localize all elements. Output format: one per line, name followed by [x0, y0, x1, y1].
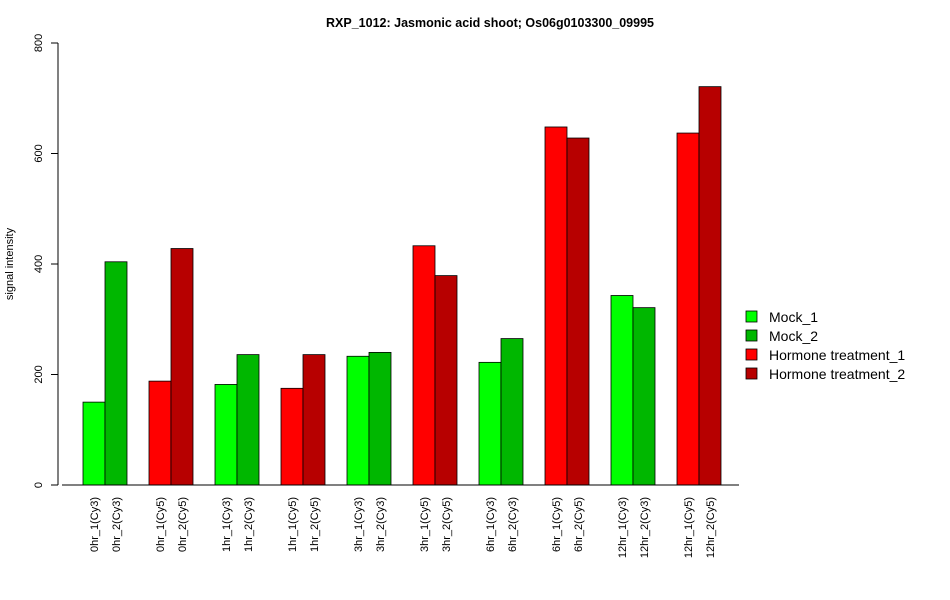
x-tick-label: 3hr_2(Cy3) [375, 497, 387, 552]
bar [676, 132, 700, 486]
x-tick-label: 6hr_1(Cy5) [551, 497, 563, 552]
legend-swatch [745, 348, 758, 361]
x-tick-label: 6hr_1(Cy3) [485, 497, 497, 552]
x-tick-label: 6hr_2(Cy5) [573, 497, 585, 552]
bar [632, 307, 656, 486]
y-axis-label: signal intensity [4, 227, 16, 300]
chart-title: RXP_1012: Jasmonic acid shoot; Os06g0103… [326, 16, 654, 30]
x-tick-label: 12hr_2(Cy3) [639, 497, 651, 558]
legend-swatch [745, 367, 758, 380]
bar [280, 387, 304, 486]
bar [368, 351, 392, 486]
y-tick-label: 400 [33, 255, 45, 273]
bar [214, 384, 238, 486]
bar [104, 261, 128, 486]
x-tick-label: 1hr_1(Cy3) [221, 497, 233, 552]
y-tick-label: 0 [33, 482, 45, 488]
bar [544, 126, 568, 486]
legend: Mock_1 Mock_2 Hormone treatment_1 Hormone t… [745, 309, 905, 382]
bar [170, 248, 194, 486]
x-tick-label: 1hr_1(Cy5) [287, 497, 299, 552]
bar [434, 275, 458, 486]
x-tick-label: 0hr_2(Cy5) [177, 497, 189, 552]
x-tick-label: 0hr_1(Cy3) [89, 497, 101, 552]
legend-entry: Mock_1 [769, 309, 818, 325]
bar [478, 361, 502, 486]
x-tick-label: 3hr_2(Cy5) [441, 497, 453, 552]
bar [412, 245, 436, 486]
bar [148, 380, 172, 486]
x-tick-label: 12hr_1(Cy3) [617, 497, 629, 558]
legend-entry: Hormone treatment_2 [769, 366, 905, 382]
bar [82, 401, 106, 486]
x-axis-labels: 0hr_1(Cy3) 0hr_2(Cy3) 0hr_1(Cy5) 0hr_2(Cy5)… [89, 497, 717, 558]
bar [302, 354, 326, 486]
x-tick-label: 12hr_2(Cy5) [705, 497, 717, 558]
y-tick-label: 600 [33, 144, 45, 162]
bar [610, 295, 634, 486]
x-tick-label: 3hr_1(Cy5) [419, 497, 431, 552]
bar [698, 86, 722, 486]
y-tick-label: 800 [33, 34, 45, 52]
legend-swatch [745, 329, 758, 342]
bars-group [82, 86, 722, 486]
legend-entry: Hormone treatment_1 [769, 347, 905, 363]
x-tick-label: 6hr_2(Cy3) [507, 497, 519, 552]
legend-swatch [745, 310, 758, 323]
bar [500, 338, 524, 486]
legend-entry: Mock_2 [769, 328, 818, 344]
x-tick-label: 1hr_2(Cy3) [243, 497, 255, 552]
x-tick-label: 1hr_2(Cy5) [309, 497, 321, 552]
y-tick-label: 200 [33, 365, 45, 383]
x-tick-label: 0hr_2(Cy3) [111, 497, 123, 552]
y-axis: 0 200 400 600 800 [33, 34, 59, 488]
x-tick-label: 0hr_1(Cy5) [155, 497, 167, 552]
x-tick-label: 3hr_1(Cy3) [353, 497, 365, 552]
bar [346, 355, 370, 486]
x-tick-label: 12hr_1(Cy5) [683, 497, 695, 558]
bar [566, 137, 590, 486]
bar [236, 354, 260, 486]
